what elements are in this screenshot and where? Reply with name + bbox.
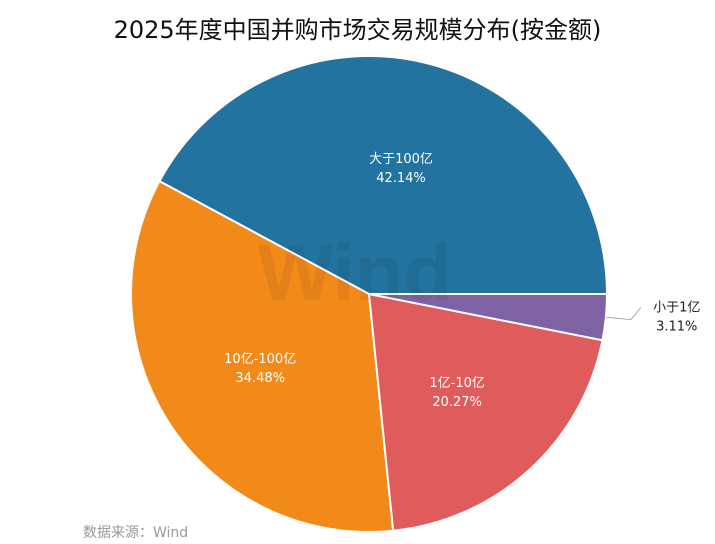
data-label-category: 大于100亿 [369, 152, 433, 167]
pie-slice [158, 55, 609, 295]
source-note: 数据来源：Wind [83, 525, 189, 541]
data-label-percent: 20.27% [432, 395, 482, 410]
data-label-category: 1亿-10亿 [429, 376, 485, 391]
data-label-category: 小于1亿 [653, 301, 700, 316]
data-label-category: 10亿-100亿 [224, 352, 296, 367]
data-label-percent: 3.11% [656, 320, 697, 335]
data-label-percent: 34.48% [235, 371, 285, 386]
watermark: Wind [258, 228, 453, 317]
leader-line [605, 307, 642, 321]
chart-title: 2025年度中国并购市场交易规模分布(按金额) [113, 16, 602, 44]
data-label-percent: 42.14% [376, 171, 426, 186]
pie-slice [367, 292, 604, 532]
pie-slice [130, 179, 395, 533]
